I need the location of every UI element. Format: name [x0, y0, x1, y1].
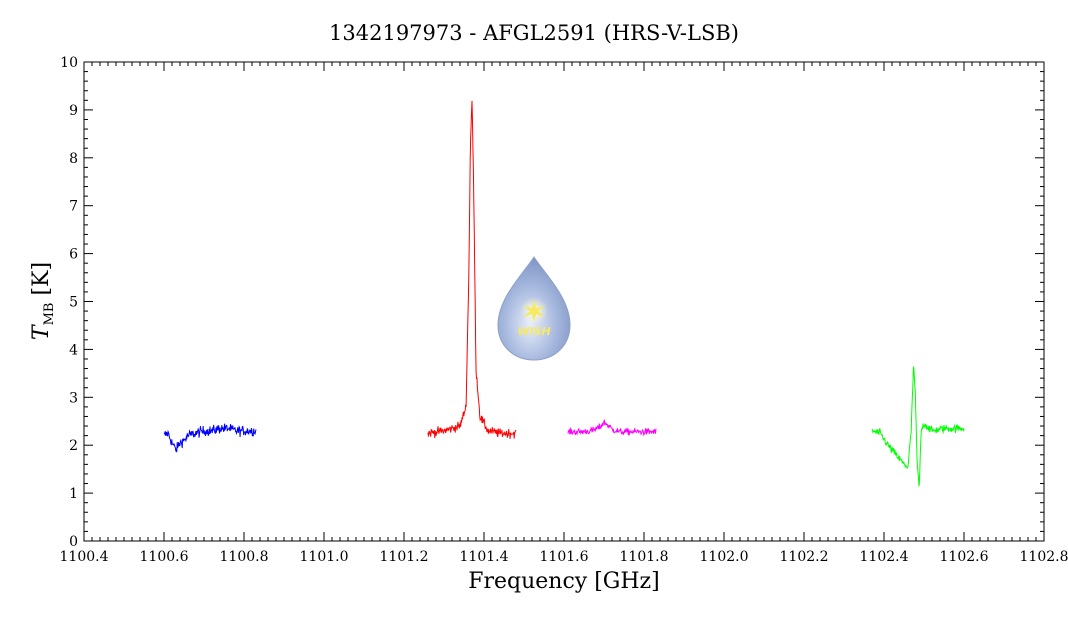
y-tick-label: 5: [69, 295, 78, 311]
star-icon: [523, 300, 545, 322]
y-tick-label: 10: [60, 55, 78, 71]
x-tick-label: 1101.2: [380, 549, 429, 565]
y-tick-label: 9: [69, 103, 78, 119]
axis-ticks: 1100.4 1100.6 1100.8 1101.0 1101.2 1101.4 1101…: [60, 55, 1068, 565]
x-tick-label: 1102.2: [780, 549, 829, 565]
spectrum-series-2: [427, 100, 517, 439]
series-layer: [163, 100, 965, 487]
x-axis-label: Frequency [GHz]: [468, 569, 660, 594]
y-tick-label: 8: [69, 151, 78, 167]
x-tick-label: 1101.8: [620, 549, 669, 565]
wish-logo-text: WISH: [517, 325, 550, 338]
x-tick-label: 1101.4: [460, 549, 509, 565]
x-tick-label: 1100.4: [60, 549, 109, 565]
y-tick-label: 0: [69, 534, 78, 550]
y-tick-label: 2: [69, 438, 78, 454]
spectrum-series-4: [871, 366, 965, 487]
y-tick-label: 3: [69, 390, 78, 406]
y-tick-label: 1: [69, 486, 78, 502]
x-tick-label: 1102.4: [860, 549, 909, 565]
y-tick-label: 7: [69, 199, 78, 215]
x-tick-label: 1100.6: [140, 549, 189, 565]
y-tick-label: 4: [69, 342, 78, 358]
spectrum-series-1: [163, 423, 257, 453]
x-tick-label: 1102.8: [1020, 549, 1068, 565]
wish-logo: WISH: [497, 256, 571, 361]
x-tick-label: 1102.6: [940, 549, 989, 565]
x-tick-label: 1102.0: [700, 549, 749, 565]
chart-title: 1342197973 - AFGL2591 (HRS-V-LSB): [329, 21, 739, 45]
spectrum-series-3: [567, 419, 657, 437]
y-axis-label: TMB [K]: [29, 262, 57, 340]
x-tick-label: 1101.6: [540, 549, 589, 565]
y-tick-label: 6: [69, 247, 78, 263]
x-tick-label: 1100.8: [220, 549, 269, 565]
x-tick-label: 1101.0: [300, 549, 349, 565]
